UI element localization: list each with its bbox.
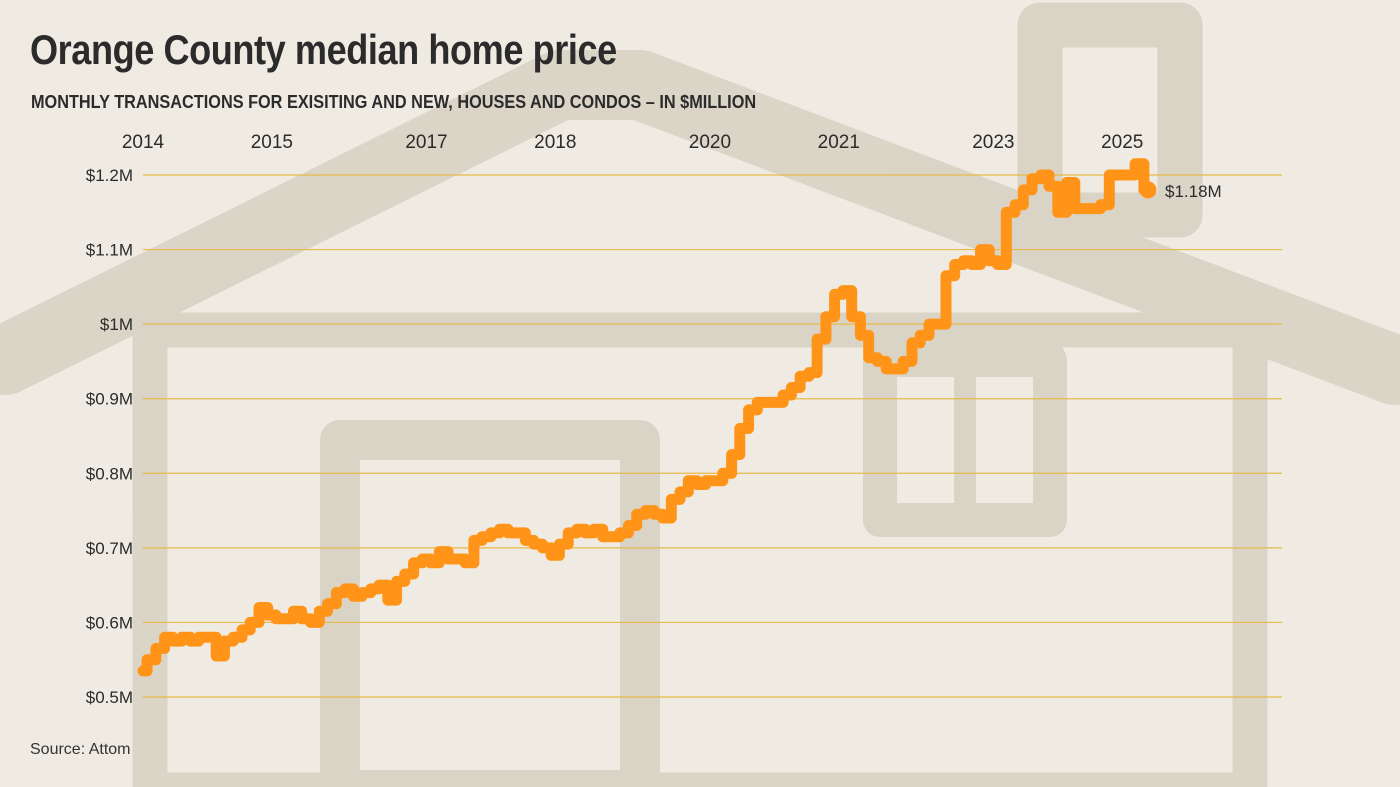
y-tick-label: $0.9M bbox=[86, 390, 133, 409]
x-tick-label: 2020 bbox=[689, 132, 731, 153]
y-tick-label: $1M bbox=[100, 315, 133, 334]
x-tick-label: 2018 bbox=[534, 132, 576, 153]
x-tick-label: 2025 bbox=[1101, 132, 1143, 153]
y-tick-label: $0.5M bbox=[86, 688, 133, 707]
latest-value-label: $1.18M bbox=[1165, 182, 1222, 201]
chart-subtitle: MONTHLY TRANSACTIONS FOR EXISITING AND N… bbox=[31, 91, 757, 112]
x-tick-label: 2017 bbox=[405, 132, 447, 153]
series-layer bbox=[137, 158, 1154, 677]
x-tick-label: 2014 bbox=[122, 132, 165, 153]
y-tick-label: $1.1M bbox=[86, 241, 133, 260]
end-annotation: $1.18M bbox=[1139, 181, 1222, 201]
y-tick-label: $0.8M bbox=[86, 464, 133, 483]
y-tick-label: $0.6M bbox=[86, 613, 133, 632]
x-axis-tick-labels: 2014 2015 2017 2018 2020 2021 2023 2025 bbox=[122, 132, 1144, 153]
x-tick-label: 2023 bbox=[972, 132, 1014, 153]
x-tick-label: 2015 bbox=[251, 132, 293, 153]
gridlines bbox=[143, 174, 1282, 698]
latest-value-marker bbox=[1139, 181, 1157, 199]
y-tick-label: $1.2M bbox=[86, 166, 133, 185]
median-price-line bbox=[137, 158, 1154, 677]
y-axis-tick-labels: $0.5M $0.6M $0.7M $0.8M $0.9M $1M $1.1M $1.2M bbox=[86, 166, 133, 707]
chart-title: Orange County median home price bbox=[30, 26, 617, 73]
x-tick-label: 2021 bbox=[818, 132, 860, 153]
y-tick-label: $0.7M bbox=[86, 539, 133, 558]
source-note: Source: Attom bbox=[30, 741, 131, 758]
